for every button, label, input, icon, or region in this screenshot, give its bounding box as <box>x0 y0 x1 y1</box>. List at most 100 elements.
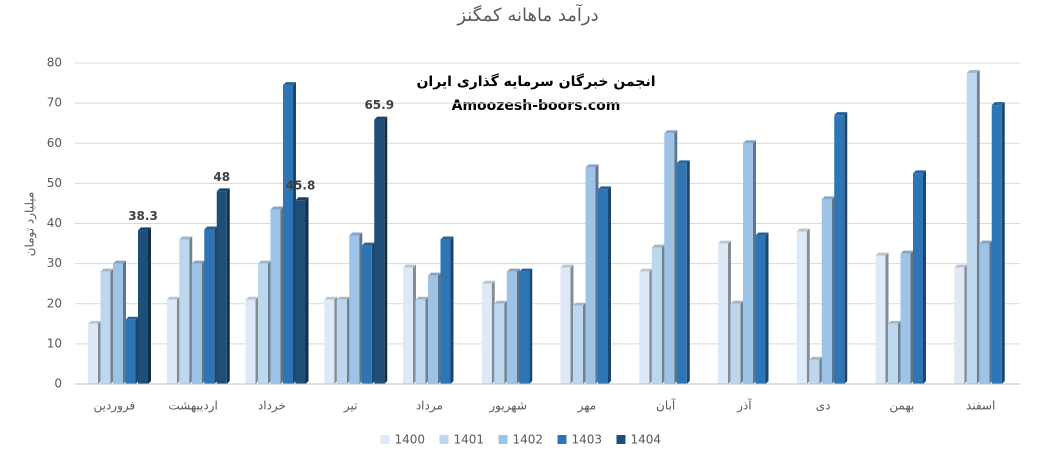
bar-top <box>676 160 690 164</box>
y-axis-label: میلیارد تومان <box>23 192 38 257</box>
bar-side <box>201 260 205 384</box>
bar <box>506 271 517 384</box>
x-tick-label: آبان <box>656 398 676 413</box>
bar <box>651 247 662 384</box>
x-tick-label: خرداد <box>258 399 286 414</box>
bar <box>481 283 492 384</box>
bar-side <box>910 250 914 384</box>
bar-top <box>979 240 993 244</box>
x-tick-label: مهر <box>577 399 597 414</box>
bar-top <box>481 280 495 284</box>
bar-side <box>268 260 271 384</box>
y-tick-label: 20 <box>47 296 62 310</box>
bar <box>428 275 438 384</box>
bar-side <box>504 300 508 384</box>
bar-side <box>280 206 284 384</box>
bar <box>415 299 426 384</box>
bar <box>88 323 98 384</box>
bar-side <box>674 130 678 384</box>
y-tick-label: 80 <box>47 56 62 70</box>
bar-top <box>245 296 259 300</box>
bar-side <box>413 264 416 384</box>
bar <box>991 105 1002 384</box>
watermark: Amoozesh-boors.com <box>452 98 621 114</box>
bar-side <box>819 356 823 384</box>
bar <box>125 319 136 384</box>
data-label: 48 <box>213 170 230 184</box>
bar-top <box>573 302 586 306</box>
legend-swatch <box>557 435 567 444</box>
bar-top <box>966 70 980 74</box>
bar-top <box>295 197 309 201</box>
x-tick-label: بهمن <box>889 399 914 414</box>
x-tick-label: آذر <box>736 398 752 414</box>
bar-side <box>885 252 889 384</box>
bar <box>888 323 898 384</box>
bar-top <box>415 296 429 300</box>
y-tick-label: 30 <box>47 256 62 270</box>
bar-side <box>529 268 533 384</box>
bar-top <box>361 242 375 246</box>
y-tick-label: 60 <box>47 136 62 150</box>
bar-side <box>583 302 586 384</box>
bar <box>245 299 256 384</box>
bar <box>718 243 728 384</box>
bar-top <box>166 296 180 300</box>
bar-top <box>494 300 508 304</box>
bar-side <box>595 164 599 384</box>
bar <box>676 163 687 384</box>
bar-side <box>649 268 653 384</box>
bar-top <box>191 260 205 264</box>
bar-top <box>639 268 653 272</box>
bar <box>900 253 911 384</box>
bar <box>295 200 306 384</box>
bar <box>664 133 675 384</box>
bar <box>966 73 977 384</box>
bar-side <box>491 280 495 384</box>
bar-top <box>336 296 350 300</box>
legend-label: 1403 <box>572 433 603 447</box>
bar <box>349 235 360 384</box>
bar <box>821 199 832 384</box>
y-tick-label: 40 <box>47 216 62 230</box>
bar-top <box>519 268 533 272</box>
bar-side <box>135 316 139 384</box>
bar <box>324 299 335 384</box>
bar-top <box>585 164 599 168</box>
bar-side <box>1001 102 1005 384</box>
bar <box>374 119 385 385</box>
bar-side <box>570 264 574 384</box>
bar-top <box>204 226 218 230</box>
bar-top <box>506 268 520 272</box>
bar <box>743 143 753 384</box>
legend-label: 1404 <box>631 433 662 447</box>
bar-side <box>98 320 101 384</box>
bar-side <box>898 320 901 384</box>
bar-side <box>831 196 835 384</box>
bar-top <box>718 240 731 244</box>
bar-side <box>450 236 454 384</box>
bar <box>519 271 530 384</box>
data-label: 65.9 <box>364 98 394 112</box>
bar-side <box>740 300 744 384</box>
x-tick-label: تیر <box>343 399 358 414</box>
bar-top <box>324 296 338 300</box>
bar <box>138 230 148 384</box>
bar-side <box>148 227 151 384</box>
bar <box>283 85 293 384</box>
bar-top <box>651 244 665 248</box>
legend-swatch <box>616 435 626 444</box>
bar-side <box>305 197 309 384</box>
bar-side <box>686 160 690 384</box>
bar-top <box>283 82 296 86</box>
bar-side <box>371 242 375 384</box>
bar-top <box>730 300 744 304</box>
bar <box>204 229 215 384</box>
bar <box>755 235 766 384</box>
bar <box>560 267 571 384</box>
bar-top <box>179 236 193 240</box>
y-tick-label: 0 <box>54 377 62 391</box>
bar <box>113 263 123 384</box>
bar-side <box>608 186 611 384</box>
